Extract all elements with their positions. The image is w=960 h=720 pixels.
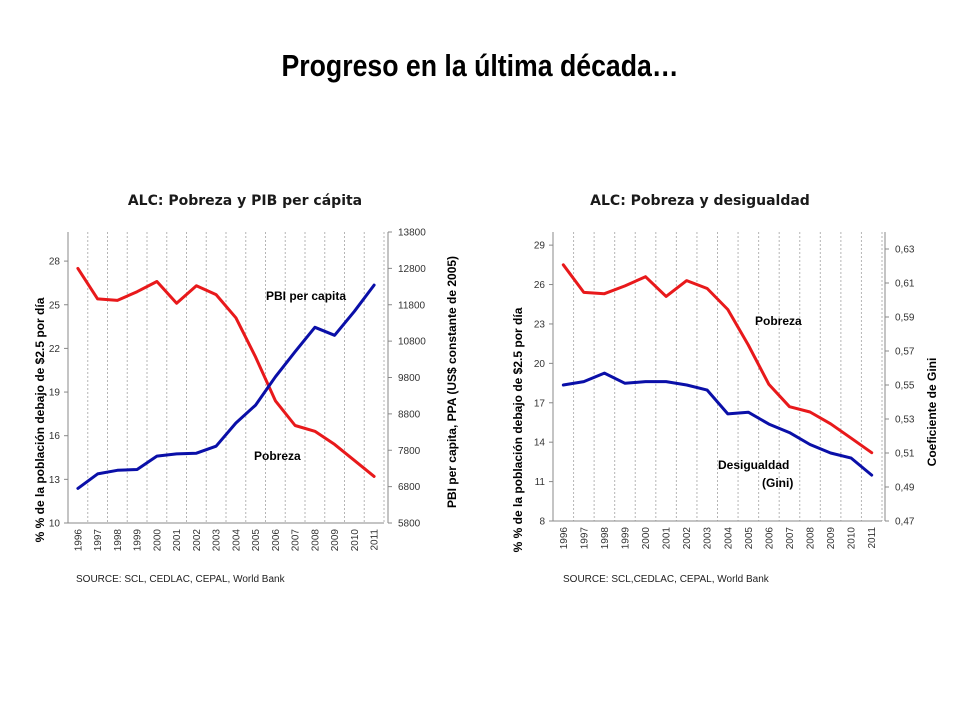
- y-tick-label: 14: [534, 438, 546, 449]
- annotation-pobreza: Pobreza: [254, 449, 301, 463]
- y2-tick-label: 0,51: [895, 449, 915, 460]
- x-tick-label: 1998: [113, 529, 124, 552]
- annotation-gini: (Gini): [762, 476, 793, 490]
- x-tick-label: 2004: [231, 529, 242, 552]
- annotation-desigualdad: Desigualdad: [718, 458, 789, 472]
- x-tick-label: 2008: [806, 527, 817, 550]
- slide-title: Progreso en la última década…: [281, 48, 679, 83]
- x-tick-label: 2011: [867, 527, 878, 549]
- x-tick-label: 2009: [826, 527, 837, 550]
- y-tick-label: 23: [534, 319, 546, 330]
- y-tick-label: 10: [49, 519, 61, 530]
- x-tick-label: 1998: [600, 527, 611, 550]
- x-tick-label: 2007: [785, 527, 796, 550]
- x-tick-label: 1997: [579, 527, 590, 550]
- y-tick-label: 25: [49, 300, 61, 311]
- y2-axis-label: PBI per capita, PPA (US$ constante de 20…: [445, 256, 459, 508]
- y2-tick-label: 0,63: [895, 245, 915, 256]
- series-line-pobreza: [561, 263, 874, 455]
- y2-tick-label: 0,61: [895, 279, 915, 290]
- series-line-secondary: [76, 283, 376, 490]
- x-tick-label: 2000: [152, 529, 163, 552]
- chart-pobreza-pib-svg: ALC: Pobreza y PIB per cápita 10 13 16 19 22…: [33, 193, 459, 585]
- y2-tick-label: 5800: [398, 519, 421, 530]
- x-tick-label: 2006: [764, 527, 775, 550]
- y-tick-label: 17: [534, 398, 546, 409]
- chart-pobreza-desigualdad: ALC: Pobreza y desigualdad 8 11 14 17 20 23 26…: [490, 180, 950, 600]
- x-tick-label: 2003: [703, 527, 714, 550]
- y2-tick-label: 11800: [398, 300, 426, 311]
- y2-tick-label: 13800: [398, 228, 426, 239]
- y2-tick-label: 7800: [398, 446, 421, 457]
- y-tick-label: 11: [535, 477, 546, 488]
- y-tick-label: 26: [534, 280, 546, 291]
- y2-axis-label: Coeficiente de Gini: [925, 358, 939, 467]
- y2-tick-label: 0,59: [895, 313, 915, 324]
- x-tick-label: 2003: [212, 529, 223, 552]
- y-tick-label: 28: [49, 257, 61, 268]
- x-tick-label: 2007: [291, 529, 302, 552]
- x-tick-label: 2010: [847, 527, 858, 550]
- x-tick-label: 2002: [682, 527, 693, 550]
- x-tick-label: 1999: [620, 527, 631, 550]
- source-note: SOURCE: SCL, CEDLAC, CEPAL, World Bank: [76, 574, 286, 585]
- y-tick-label: 13: [49, 475, 61, 486]
- y2-tick-label: 0,55: [895, 381, 915, 392]
- chart-title: ALC: Pobreza y PIB per cápita: [128, 193, 362, 209]
- y-tick-label: 16: [49, 431, 61, 442]
- y-tick-label: 22: [49, 344, 61, 355]
- x-tick-label: 1996: [73, 529, 84, 552]
- chart-pobreza-desigualdad-svg: ALC: Pobreza y desigualdad 8 11 14 17 20 23 26…: [511, 193, 939, 585]
- y2-tick-label: 9800: [398, 373, 421, 384]
- y2-tick-label: 0,47: [895, 517, 915, 528]
- y-tick-label: 19: [49, 388, 61, 399]
- x-tick-label: 2002: [192, 529, 203, 552]
- annotation-pobreza: Pobreza: [755, 314, 802, 328]
- y2-tick-label: 8800: [398, 409, 421, 420]
- y-tick-label: 8: [539, 517, 545, 528]
- y-axis-label: % % de la población debajo de $2.5 por d…: [511, 307, 525, 552]
- y2-tick-label: 0,49: [895, 483, 915, 494]
- series-line-pobreza: [76, 266, 376, 478]
- y2-tick-label: 0,57: [895, 347, 915, 358]
- chart-pobreza-pib: ALC: Pobreza y PIB per cápita 10 13 16 19 22…: [10, 180, 470, 600]
- x-tick-label: 2001: [172, 529, 183, 552]
- y-axis-label: % % de la población debajo de $2.5 por d…: [33, 297, 47, 542]
- x-tick-label: 1997: [93, 529, 104, 552]
- y-tick-label: 20: [534, 359, 546, 370]
- source-note: SOURCE: SCL,CEDLAC, CEPAL, World Bank: [563, 574, 770, 585]
- series-line-secondary: [561, 371, 874, 477]
- y2-tick-label: 10800: [398, 337, 426, 348]
- y2-tick-label: 0,53: [895, 415, 915, 426]
- x-tick-label: 2001: [662, 527, 673, 550]
- x-tick-label: 2008: [310, 529, 321, 552]
- x-tick-label: 1999: [133, 529, 144, 552]
- y2-tick-label: 6800: [398, 482, 421, 493]
- x-tick-label: 2004: [723, 527, 734, 550]
- annotation-pbi: PBI per capita: [266, 289, 346, 303]
- y-tick-label: 29: [534, 241, 546, 252]
- chart-title: ALC: Pobreza y desigualdad: [590, 193, 810, 209]
- x-tick-label: 2011: [370, 529, 381, 551]
- x-tick-label: 2000: [641, 527, 652, 550]
- x-tick-label: 2010: [350, 529, 361, 552]
- x-tick-label: 2009: [330, 529, 341, 552]
- y2-tick-label: 12800: [398, 264, 426, 275]
- x-tick-label: 2005: [744, 527, 755, 550]
- x-tick-label: 1996: [559, 527, 570, 550]
- x-tick-label: 2006: [271, 529, 282, 552]
- x-tick-label: 2005: [251, 529, 262, 552]
